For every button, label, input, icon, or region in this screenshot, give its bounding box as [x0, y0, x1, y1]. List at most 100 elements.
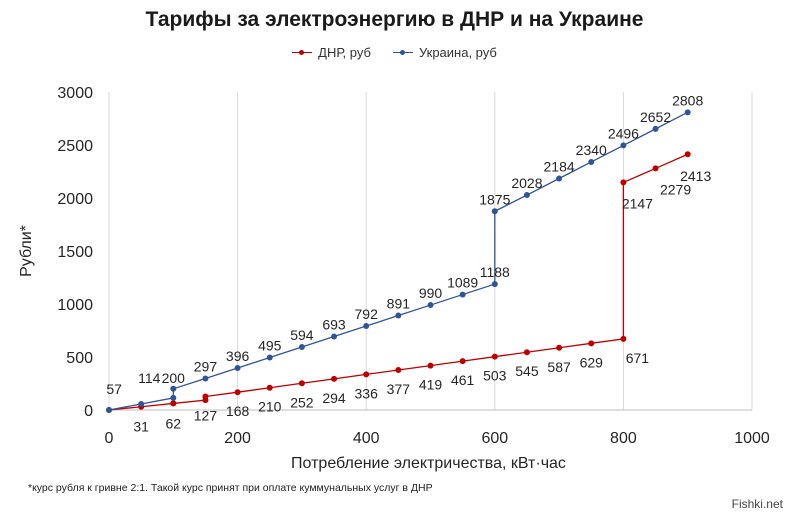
watermark: Fishki.net	[731, 497, 783, 511]
data-point	[620, 179, 627, 186]
data-point	[427, 362, 434, 369]
x-tick-label: 800	[610, 430, 637, 447]
data-label: 461	[451, 372, 475, 388]
data-point	[395, 312, 402, 319]
data-label: 594	[290, 327, 314, 343]
data-point	[202, 375, 209, 382]
data-point	[588, 158, 595, 165]
legend-label-ukraine: Украина, руб	[418, 45, 497, 60]
data-label: 1188	[480, 264, 510, 280]
data-point	[266, 384, 273, 391]
data-point	[491, 208, 498, 215]
data-label: 2340	[576, 142, 607, 158]
data-label: 671	[626, 350, 650, 366]
y-tick-label: 1500	[57, 244, 93, 261]
data-point	[556, 175, 563, 182]
data-point	[620, 142, 627, 149]
data-point	[684, 151, 691, 158]
data-point	[363, 371, 370, 378]
data-label: 545	[515, 363, 539, 379]
data-point	[170, 400, 177, 407]
data-label: 792	[355, 306, 379, 322]
data-point	[234, 389, 241, 396]
data-label: 1089	[447, 275, 478, 291]
data-label: 294	[322, 390, 346, 406]
data-label: 503	[483, 368, 507, 384]
data-point	[652, 165, 659, 172]
y-tick-label: 2500	[57, 138, 93, 155]
data-label: 1875	[479, 191, 510, 207]
data-point	[138, 400, 145, 407]
data-point	[620, 335, 627, 342]
data-point	[588, 340, 595, 347]
data-label: 990	[419, 285, 443, 301]
data-label: 2413	[680, 168, 711, 184]
legend: ДНР, руб Украина, руб	[0, 45, 789, 60]
data-point	[459, 291, 466, 298]
data-label: 629	[580, 354, 604, 370]
y-tick-label: 2000	[57, 191, 93, 208]
data-label: 127	[194, 408, 218, 424]
y-tick-label: 3000	[57, 85, 93, 102]
data-label: 587	[547, 359, 571, 375]
data-label: 57	[106, 381, 122, 397]
y-tick-label: 500	[66, 350, 93, 367]
data-point	[523, 192, 530, 199]
legend-item-ukraine: Украина, руб	[392, 45, 497, 60]
data-point	[652, 125, 659, 132]
data-point	[491, 353, 498, 360]
data-point	[170, 385, 177, 392]
data-point	[298, 344, 305, 351]
data-point	[363, 323, 370, 330]
data-point	[234, 365, 241, 372]
data-point	[170, 394, 177, 401]
data-label: 297	[194, 359, 218, 375]
x-tick-label: 400	[353, 430, 380, 447]
data-label: 693	[322, 317, 346, 333]
footnote: *курс рубля к гривне 2:1. Такой курс при…	[28, 482, 433, 494]
data-point	[331, 375, 338, 382]
x-tick-label: 200	[224, 430, 251, 447]
x-tick-label: 600	[481, 430, 508, 447]
data-label: 252	[290, 394, 314, 410]
data-label: 2184	[544, 158, 575, 174]
data-point	[331, 333, 338, 340]
data-label: 168	[226, 403, 250, 419]
data-point	[684, 109, 691, 116]
legend-swatch-dnr	[292, 48, 313, 58]
legend-label-dnr: ДНР, руб	[318, 45, 371, 60]
data-label: 2808	[672, 92, 703, 108]
data-label: 396	[226, 348, 250, 364]
data-point	[556, 344, 563, 351]
data-point	[459, 358, 466, 365]
data-label: 31	[133, 419, 149, 435]
data-label: 210	[258, 399, 282, 415]
data-point	[266, 354, 273, 361]
y-tick-label: 1000	[57, 297, 93, 314]
data-label: 114	[138, 370, 161, 386]
data-point	[523, 349, 530, 356]
x-tick-label: 1000	[734, 430, 770, 447]
data-label: 891	[387, 296, 411, 312]
data-point	[395, 367, 402, 374]
chart-title: Тарифы за электроэнергию в ДНР и на Укра…	[145, 8, 644, 31]
data-label: 2279	[660, 181, 691, 197]
data-label: 2652	[640, 109, 671, 125]
data-label: 62	[166, 415, 182, 431]
x-axis-title: Потребление электричества, кВт·час	[291, 455, 566, 472]
y-axis-title: Рубли*	[18, 225, 35, 277]
data-label: 336	[355, 385, 379, 401]
data-label: 377	[387, 381, 411, 397]
data-label: 2147	[622, 195, 653, 211]
data-label: 495	[258, 338, 282, 354]
y-tick-label: 0	[84, 403, 93, 420]
data-point	[427, 302, 434, 309]
x-tick-label: 0	[105, 430, 114, 447]
data-point	[202, 393, 209, 400]
data-label: 419	[419, 377, 443, 393]
legend-swatch-ukraine	[392, 48, 413, 58]
data-label: 2028	[511, 175, 542, 191]
data-point	[491, 281, 498, 288]
